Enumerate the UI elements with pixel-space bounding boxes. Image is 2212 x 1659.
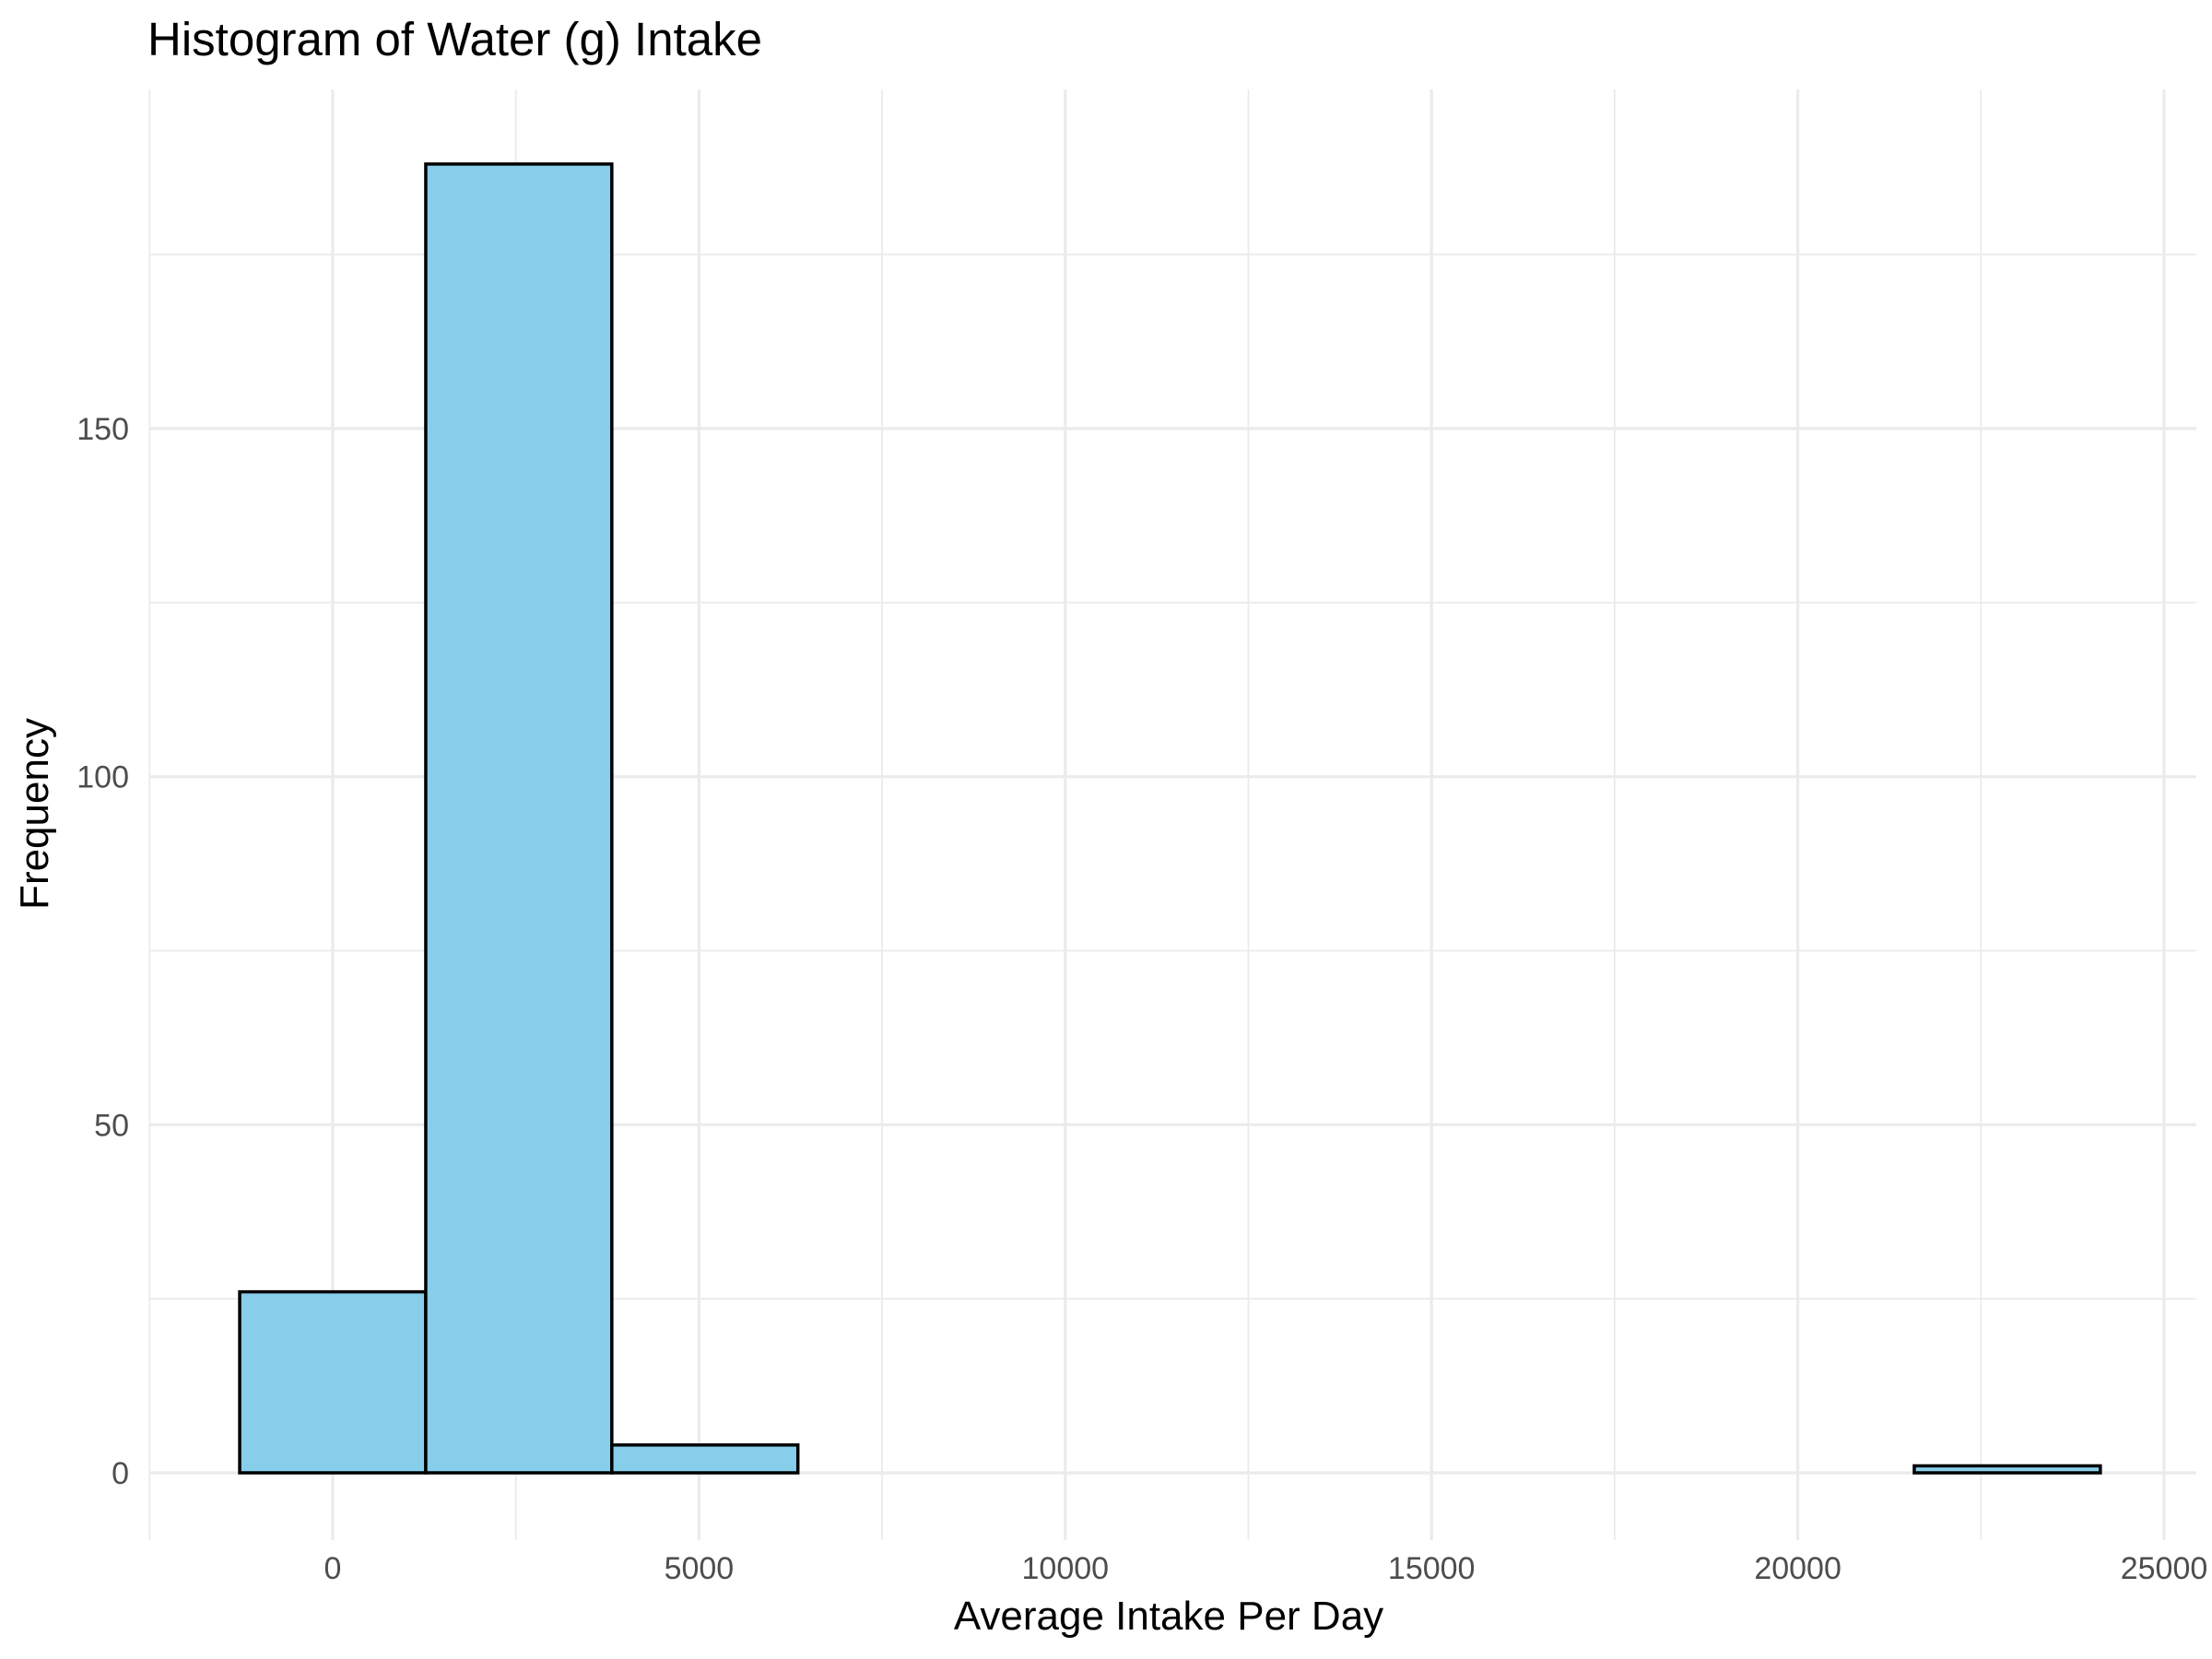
y-tick-label: 50 xyxy=(94,1108,129,1143)
x-tick-label: 25000 xyxy=(2121,1551,2208,1586)
y-tick-label: 0 xyxy=(112,1456,129,1491)
x-tick-label: 5000 xyxy=(665,1551,735,1586)
histogram-bars xyxy=(238,162,2102,1475)
y-tick-label: 150 xyxy=(76,412,129,447)
histogram-bar xyxy=(1912,1464,2102,1475)
x-tick-label: 10000 xyxy=(1022,1551,1110,1586)
histogram-bar xyxy=(610,1443,800,1475)
y-tick-label: 100 xyxy=(76,760,129,795)
x-tick-label: 0 xyxy=(324,1551,342,1586)
histogram-bar xyxy=(238,1289,428,1475)
y-axis-title: Frequency xyxy=(12,718,57,910)
y-axis-ticks: 0 50 100 150 xyxy=(76,412,129,1491)
x-axis-ticks: 0 5000 10000 15000 20000 25000 xyxy=(324,1551,2208,1586)
x-tick-label: 20000 xyxy=(1754,1551,1841,1586)
x-axis-title: Average Intake Per Day xyxy=(954,1594,1383,1639)
histogram-bar xyxy=(424,162,614,1475)
x-tick-label: 15000 xyxy=(1388,1551,1476,1586)
chart-title: Histogram of Water (g) Intake xyxy=(147,13,762,65)
